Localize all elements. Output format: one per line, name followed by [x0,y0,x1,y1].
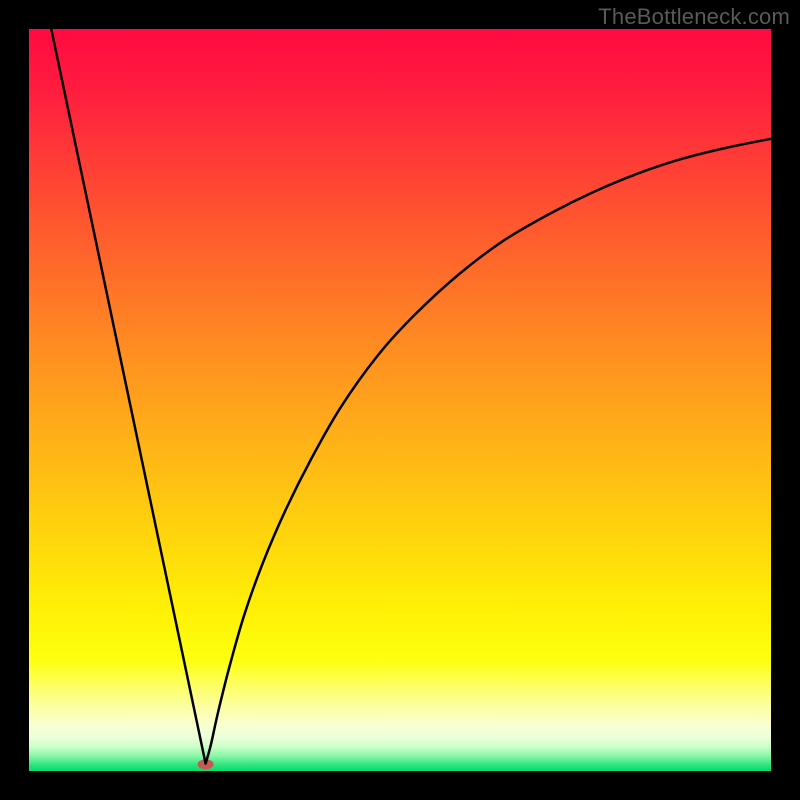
chart-container: TheBottleneck.com [0,0,800,800]
plot-background [29,29,771,771]
bottleneck-chart [0,0,800,800]
watermark-text: TheBottleneck.com [598,4,790,30]
